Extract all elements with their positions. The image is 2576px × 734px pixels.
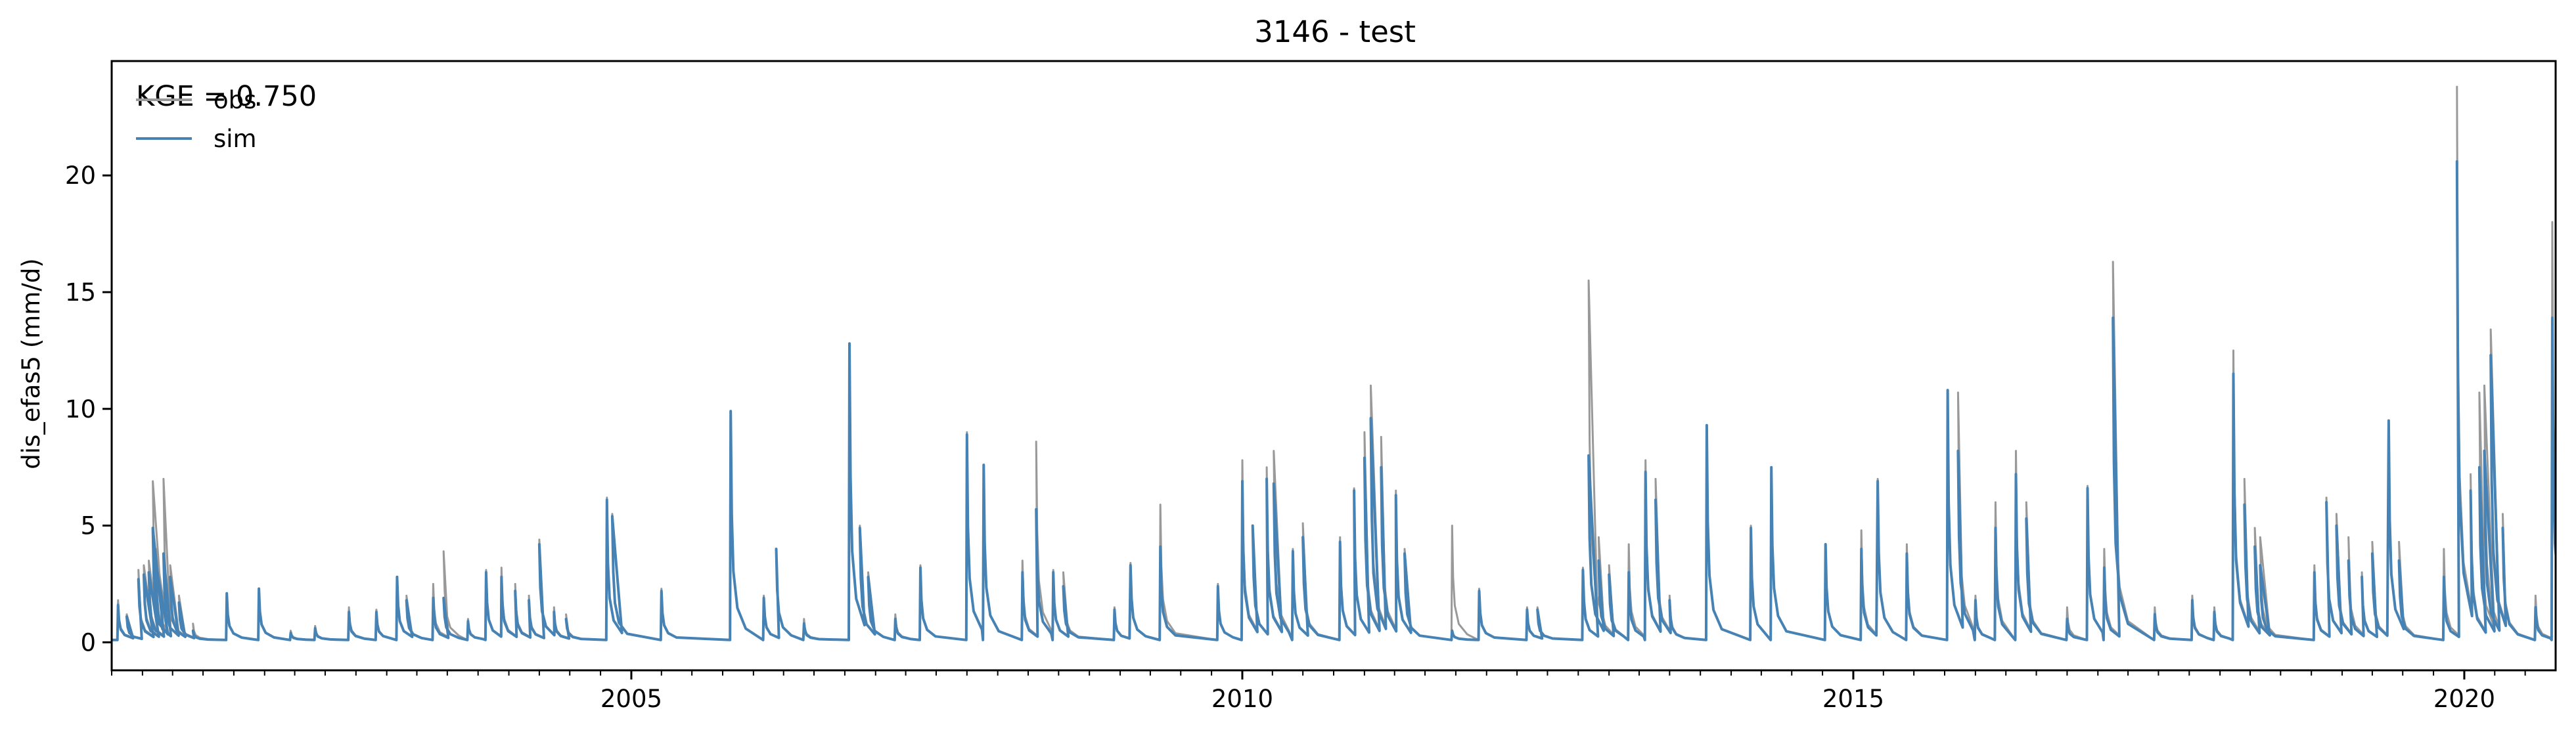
legend-sim-label: sim bbox=[214, 125, 257, 153]
x-tick-label: 2015 bbox=[1822, 685, 1884, 713]
legend-obs-label: obs bbox=[214, 86, 256, 114]
y-tick-label: 5 bbox=[80, 512, 96, 540]
x-tick-label: 2020 bbox=[2433, 685, 2495, 713]
series-line-sim bbox=[112, 160, 2556, 641]
chart-title: 3146 - test bbox=[1254, 14, 1416, 49]
legend: KGE = 0.750 obs sim bbox=[136, 80, 317, 153]
y-tick-label: 20 bbox=[65, 162, 96, 190]
kge-annotation: KGE = 0.750 bbox=[136, 80, 317, 113]
y-tick-label: 15 bbox=[65, 278, 96, 307]
plot-area bbox=[112, 85, 2556, 641]
y-tick-label: 0 bbox=[80, 628, 96, 657]
y-axis-label: dis_efas5 (mm/d) bbox=[17, 258, 45, 469]
axes: 0 5 10 15 20 2005 2010 2015 2020 bbox=[65, 60, 2557, 713]
x-tick-label: 2005 bbox=[600, 685, 662, 713]
y-tick-label: 10 bbox=[65, 395, 96, 423]
x-tick-label: 2010 bbox=[1211, 685, 1273, 713]
